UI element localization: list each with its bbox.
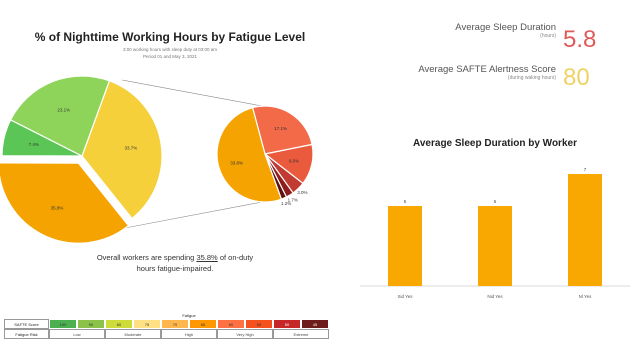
legend-score-cell: 50 [273,319,301,329]
fatigue-legend-table: Fatigue SAFTE Score 100 90 80 75 70 65 60 55 50 4… [4,312,329,339]
breakdown-pie-slice-label-5: 33.8% [230,160,243,165]
legend-score-cell: 65 [189,319,217,329]
sleep-metric-value: 5.8 [563,26,597,53]
sleep-metric: Average Sleep Duration (hours) [380,22,556,39]
sleep-metric-label: Average Sleep Duration [455,22,556,33]
legend-risk-cell: High [161,329,217,339]
legend-score-cell: 70 [161,319,189,329]
connector-line-top [121,79,263,107]
main-pie-slice-1 [0,162,130,244]
legend-score-cell: 100 [49,319,77,329]
sleep-metric-sublabel: (hours) [540,33,556,39]
bar-chart-svg: 5 Sid Yes 5 Nid Yes 7 Nl Yes [360,167,630,299]
bar-data-label-1: 5 [494,199,497,204]
legend-row2-label: Fatigue Risk [4,329,49,339]
bar-2 [568,174,602,286]
alertness-metric-value: 80 [563,64,590,91]
bar-0 [388,206,422,286]
legend-risk-cell: Moderate [105,329,161,339]
pie-subtitle-line2: Period 01 and May 3, 2021 [142,54,198,59]
breakdown-pie-slice-label-2: 3.0% [297,190,307,195]
bar-data-label-2: 7 [584,167,587,172]
alertness-metric: Average SAFTE Alertness Score (during wa… [360,64,556,81]
legend-score-cell: 60 [217,319,245,329]
breakdown-pie-slice-label-4: 1.2% [281,201,291,206]
bar-category-label-1: Nid Yes [487,294,503,299]
legend-score-cell: 75 [133,319,161,329]
legend-score-cell: 45 [301,319,329,329]
breakdown-pie-slice-label-0: 17.1% [274,126,287,131]
breakdown-pie-slice-0 [251,105,313,155]
connector-line-bottom [124,201,263,229]
pie-chart-title: % of Nighttime Working Hours by Fatigue … [34,30,306,44]
legend-score-cell: 90 [77,319,105,329]
main-pie-slice-label-3: 23.1% [57,107,70,112]
main-pie: 33.7% 35.8% 7.4% 23.1% [0,75,163,244]
legend-score-cell: 80 [105,319,133,329]
breakdown-pie: 17.1% 9.0% 3.0% 1.7%1.2% 33.8% [216,105,314,206]
bar-chart-title: Average Sleep Duration by Worker [413,138,577,149]
fatigue-summary: Overall workers are spending 35.8% of on… [96,253,254,273]
alertness-metric-label: Average SAFTE Alertness Score [418,64,556,75]
legend-row1-label: SAFTE Score [4,319,49,329]
pie-connector-lines [121,79,263,229]
main-pie-slice-label-0: 33.7% [125,145,138,150]
pie-charts-svg: 33.7% 35.8% 7.4% 23.1% 17.1% 9.0% 3.0% 1.7%1.2… [0,75,314,244]
bar-category-label-0: Sid Yes [397,294,413,299]
legend-header: Fatigue [182,313,196,318]
main-pie-slice-label-1: 35.8% [51,205,64,210]
main-pie-slice-0 [81,80,163,220]
main-pie-slice-3 [9,75,111,157]
breakdown-pie-slice-label-3: 1.7% [288,198,298,203]
legend-risk-cell: Very High [217,329,273,339]
alertness-metric-sublabel: (during waking hours) [507,75,556,81]
breakdown-pie-slice-5 [216,106,283,203]
bar-1 [478,206,512,286]
pie-subtitle-line1: 3:00 working hours with sleep duty at 03… [122,47,218,52]
legend-risk-cell: Low [49,329,105,339]
legend-risk-cell: Extreme [273,329,329,339]
main-pie-slice-label-2: 7.4% [29,142,39,147]
legend-score-cell: 55 [245,319,273,329]
bar-data-label-0: 5 [404,199,407,204]
breakdown-pie-slice-label-1: 9.0% [289,158,299,163]
bar-category-label-2: Nl Yes [579,294,593,299]
summary-percent: 35.8% [196,253,218,262]
